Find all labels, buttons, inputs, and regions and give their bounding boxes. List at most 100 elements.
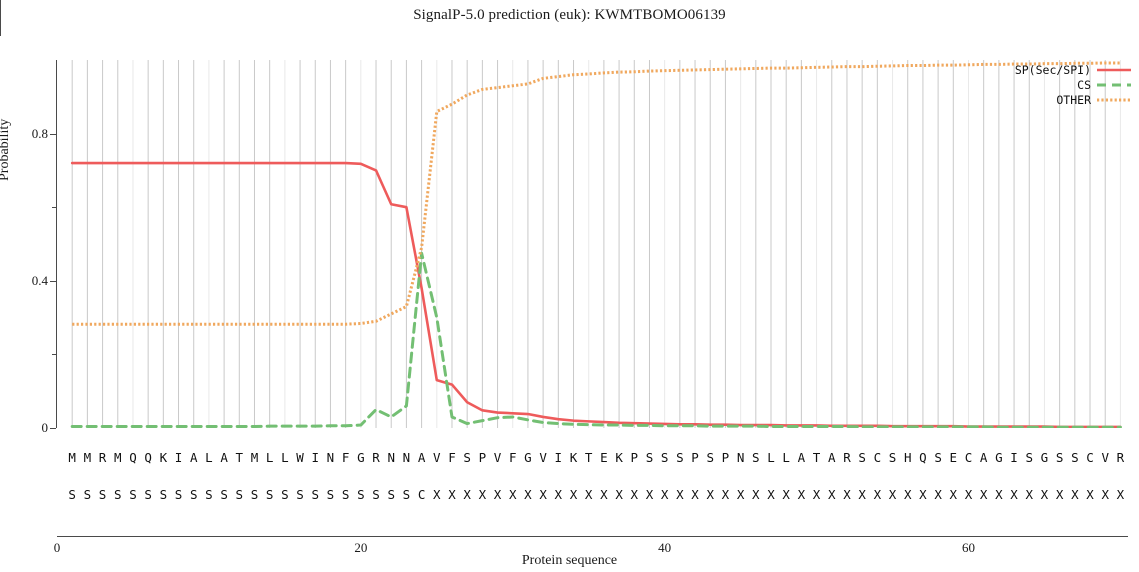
state-letter: X xyxy=(676,487,684,502)
residue-letter: S xyxy=(463,450,471,465)
legend-swatch xyxy=(1097,80,1131,90)
residue-letter: N xyxy=(326,450,335,465)
state-letter: S xyxy=(205,487,213,502)
residue-letter: P xyxy=(691,450,699,465)
residue-letter: K xyxy=(615,450,623,465)
residue-letter: H xyxy=(903,450,912,465)
residue-letter: I xyxy=(554,450,563,465)
residue-letter: P xyxy=(478,450,487,465)
series-line-other xyxy=(72,61,1121,326)
residue-letter: M xyxy=(250,450,259,465)
residue-letter: L xyxy=(265,450,274,465)
residue-letter: M xyxy=(114,450,122,465)
state-letter: C xyxy=(417,487,426,502)
state-letter: S xyxy=(98,487,107,502)
state-letter: S xyxy=(402,487,411,502)
residue-letter: A xyxy=(417,450,426,465)
residue-letter: V xyxy=(493,450,502,465)
residue-letter: A xyxy=(797,450,806,465)
residue-letter: T xyxy=(812,450,821,465)
residue-letter: S xyxy=(676,450,684,465)
state-letter: X xyxy=(812,487,821,502)
state-letter: X xyxy=(433,487,441,502)
state-letter: X xyxy=(843,487,851,502)
x-tick-label: 0 xyxy=(53,540,61,555)
state-letter: X xyxy=(1071,487,1079,502)
residue-letter: Q xyxy=(144,450,152,465)
state-letter: X xyxy=(782,487,790,502)
state-letter: X xyxy=(858,487,866,502)
y-tick-label: 0 xyxy=(41,420,49,435)
state-letter: X xyxy=(767,487,775,502)
residue-letter: G xyxy=(995,450,1003,465)
residue-letter: L xyxy=(205,450,213,465)
x-tick-label: 40 xyxy=(658,540,672,555)
state-letter: X xyxy=(949,487,958,502)
residue-letter: S xyxy=(888,450,897,465)
residue-letter: S xyxy=(645,450,654,465)
x-tick-label: 20 xyxy=(354,540,368,555)
state-letter: X xyxy=(979,487,988,502)
residue-letter: T xyxy=(235,450,244,465)
state-letter: X xyxy=(569,487,578,502)
state-letter: X xyxy=(508,487,517,502)
y-tick xyxy=(50,280,56,282)
legend-item-sp-sec-spi: SP(Sec/SPI) xyxy=(981,62,1131,77)
residue-letter: V xyxy=(433,450,441,465)
residue-letter: K xyxy=(569,450,578,465)
state-letter: X xyxy=(828,487,836,502)
state-letter: X xyxy=(995,487,1003,502)
state-letter: X xyxy=(645,487,654,502)
residue-letter: A xyxy=(189,450,198,465)
state-letter: X xyxy=(1086,487,1094,502)
x-tick-minor xyxy=(0,28,1,32)
residue-letter: R xyxy=(98,450,107,465)
state-letter: X xyxy=(706,487,714,502)
state-letter: X xyxy=(934,487,942,502)
state-letter: S xyxy=(220,487,228,502)
state-letter: X xyxy=(1040,487,1049,502)
y-tick xyxy=(50,428,56,429)
x-tick xyxy=(0,18,1,24)
legend-label: OTHER xyxy=(1056,92,1091,107)
state-letter: S xyxy=(296,487,304,502)
state-letter: S xyxy=(159,487,168,502)
x-tick-minor xyxy=(0,32,1,36)
state-letter: S xyxy=(311,487,320,502)
residue-letter: I xyxy=(174,450,183,465)
legend-item-other: OTHER xyxy=(981,92,1131,107)
state-letter: S xyxy=(235,487,244,502)
residue-letter: R xyxy=(843,450,851,465)
state-letter: X xyxy=(463,487,471,502)
y-tick xyxy=(50,133,56,135)
y-axis-line xyxy=(56,60,57,428)
residue-letter: E xyxy=(949,450,958,465)
y-axis-title: Probability xyxy=(0,118,12,181)
residue-letter: N xyxy=(402,450,411,465)
residue-letter: V xyxy=(1101,450,1109,465)
state-letter: X xyxy=(691,487,699,502)
state-letter: X xyxy=(964,487,973,502)
residue-letter: F xyxy=(448,450,456,465)
x-axis-line xyxy=(57,536,1128,537)
y-tick-minor xyxy=(52,207,56,209)
state-letter: S xyxy=(189,487,198,502)
residue-letter: S xyxy=(1055,450,1064,465)
residue-letter: A xyxy=(828,450,836,465)
residue-letter: R xyxy=(372,450,380,465)
state-letter: S xyxy=(83,487,92,502)
state-letter: X xyxy=(1010,487,1018,502)
x-tick xyxy=(0,6,1,12)
residue-letter: G xyxy=(1040,450,1049,465)
state-letter: S xyxy=(114,487,122,502)
residue-letter: R xyxy=(1116,450,1125,465)
state-letter: S xyxy=(174,487,183,502)
state-letter: X xyxy=(919,487,927,502)
state-letter: S xyxy=(144,487,152,502)
residue-letter: Q xyxy=(129,450,137,465)
state-letter: X xyxy=(1055,487,1064,502)
state-letter: S xyxy=(129,487,137,502)
state-letter: X xyxy=(615,487,623,502)
residue-letter: N xyxy=(387,450,395,465)
